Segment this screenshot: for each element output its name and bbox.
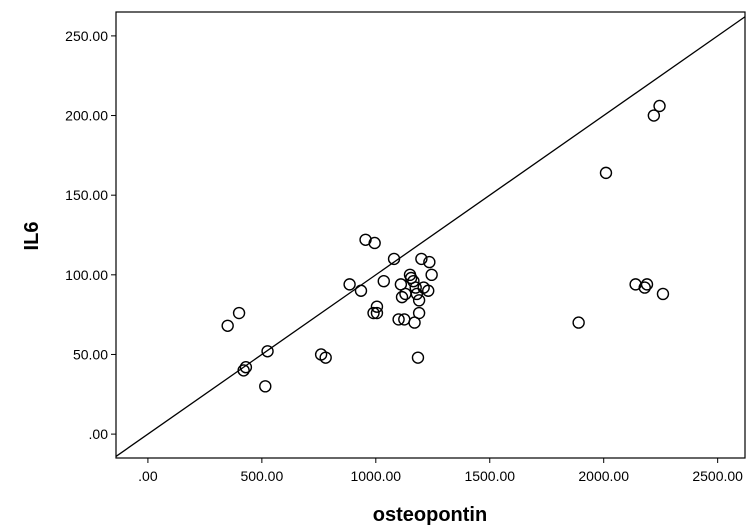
x-tick-label: 1500.00 — [464, 468, 515, 484]
data-point — [261, 345, 274, 358]
data-point — [370, 300, 384, 313]
x-tick-label: 1000.00 — [350, 468, 401, 484]
data-point — [412, 294, 426, 307]
data-point — [370, 306, 384, 320]
data-point — [232, 306, 246, 320]
data-point — [412, 306, 426, 320]
y-axis: .00 50.00 100.00 150.00 200.00 250.00 — [65, 28, 116, 442]
data-point — [387, 252, 401, 266]
data-point — [599, 166, 613, 180]
data-point — [237, 364, 250, 377]
y-tick-label: .00 — [89, 426, 109, 442]
y-axis-title: IL6 — [21, 222, 43, 251]
data-point — [409, 281, 422, 294]
data-point — [410, 287, 424, 301]
y-tick-label: 200.00 — [65, 108, 108, 124]
x-tick-label: .00 — [138, 468, 158, 484]
data-point — [423, 255, 436, 269]
reference-line-layer — [115, 16, 746, 457]
y-tick-label: 150.00 — [65, 187, 108, 203]
data-point — [368, 236, 381, 250]
data-point — [653, 99, 666, 113]
data-point — [415, 252, 428, 266]
data-point — [367, 306, 380, 320]
reference-line — [115, 16, 746, 457]
data-point — [638, 281, 651, 294]
data-point — [425, 268, 438, 282]
y-tick-label: 250.00 — [65, 28, 108, 44]
x-axis: .00 500.00 1000.00 1500.00 2000.00 2500.00 — [138, 458, 743, 484]
data-point — [392, 313, 405, 326]
data-point — [319, 351, 332, 364]
data-point — [377, 274, 390, 288]
data-point — [411, 351, 425, 364]
data-point — [259, 380, 272, 393]
data-point — [647, 109, 661, 122]
x-axis-title: osteopontin — [373, 504, 487, 526]
data-point — [221, 319, 234, 332]
data-point — [354, 284, 368, 297]
data-point — [422, 284, 435, 297]
y-tick-label: 50.00 — [73, 346, 108, 362]
x-tick-label: 2000.00 — [578, 468, 629, 484]
data-point — [343, 278, 356, 291]
x-tick-label: 2500.00 — [692, 468, 743, 484]
x-tick-label: 500.00 — [240, 468, 283, 484]
data-point — [395, 290, 409, 304]
data-point — [407, 274, 420, 288]
data-point — [239, 361, 253, 374]
data-point — [656, 287, 670, 301]
y-tick-label: 100.00 — [65, 267, 108, 283]
data-point — [572, 316, 585, 329]
data-point — [640, 278, 654, 291]
data-points — [221, 99, 670, 393]
